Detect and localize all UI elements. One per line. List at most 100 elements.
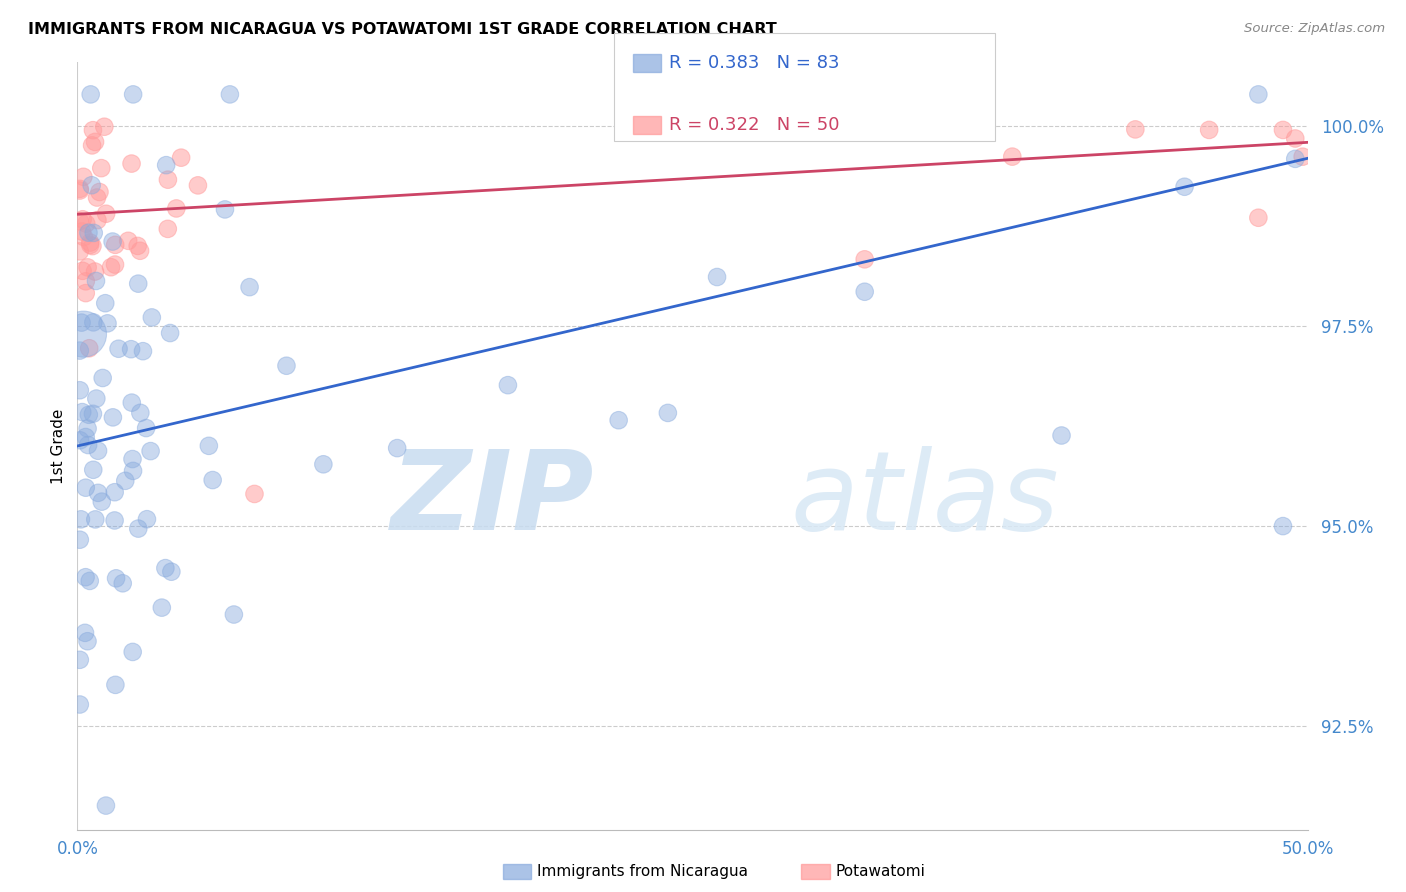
Point [87, 485, 110, 500]
Point [69, 533, 91, 547]
Point [607, 413, 630, 427]
Point [127, 522, 149, 536]
Point [198, 439, 221, 453]
Point [94, 798, 117, 813]
Point [706, 270, 728, 285]
Point [129, 244, 152, 258]
Point [156, 172, 179, 186]
Point [72, 264, 94, 278]
Point [1284, 131, 1306, 145]
Point [107, 342, 129, 356]
Text: Potawatomi: Potawatomi [835, 864, 925, 879]
Point [1001, 150, 1024, 164]
Point [853, 252, 876, 267]
Point [72, 212, 94, 227]
Point [69, 244, 91, 259]
Point [70, 405, 93, 419]
Point [136, 512, 159, 526]
Point [86, 213, 108, 227]
Point [1284, 152, 1306, 166]
Text: atlas: atlas [792, 446, 1060, 553]
Point [75, 286, 97, 301]
Point [80, 178, 103, 193]
Point [77, 438, 100, 452]
Point [90, 494, 112, 508]
Point [82, 463, 104, 477]
Point [121, 452, 143, 467]
Point [1247, 87, 1270, 102]
Point [121, 156, 143, 170]
Point [94, 296, 117, 310]
Point [156, 222, 179, 236]
Point [1174, 179, 1197, 194]
Point [239, 280, 262, 294]
Point [104, 237, 127, 252]
Point [117, 234, 139, 248]
Point [121, 395, 143, 409]
Point [170, 151, 193, 165]
Point [122, 464, 145, 478]
Point [89, 185, 111, 199]
Text: Immigrants from Nicaragua: Immigrants from Nicaragua [537, 864, 748, 879]
Point [141, 310, 163, 325]
Point [82, 315, 104, 329]
Point [657, 406, 679, 420]
Point [214, 202, 236, 217]
Point [1247, 211, 1270, 225]
Text: IMMIGRANTS FROM NICARAGUA VS POTAWATOMI 1ST GRADE CORRELATION CHART: IMMIGRANTS FROM NICARAGUA VS POTAWATOMI … [28, 22, 778, 37]
Point [853, 285, 876, 299]
Point [70, 224, 93, 238]
Point [73, 625, 96, 640]
Point [122, 87, 145, 102]
Point [72, 169, 94, 184]
Point [104, 258, 127, 272]
Point [76, 260, 98, 275]
Y-axis label: 1st Grade: 1st Grade [51, 409, 66, 483]
Point [150, 600, 173, 615]
Point [72, 327, 94, 342]
Point [1198, 123, 1220, 137]
Point [79, 574, 101, 588]
Point [1050, 428, 1073, 442]
Point [75, 274, 97, 288]
Point [121, 645, 143, 659]
Point [201, 473, 224, 487]
Point [120, 342, 142, 356]
Point [82, 239, 104, 253]
Point [77, 226, 100, 240]
Point [755, 88, 778, 103]
Point [1272, 123, 1295, 137]
Text: ZIP: ZIP [391, 446, 595, 553]
Point [75, 570, 97, 584]
Point [83, 226, 105, 240]
Point [69, 384, 91, 398]
Text: R = 0.322   N = 50: R = 0.322 N = 50 [669, 116, 839, 134]
Point [79, 87, 101, 102]
Point [90, 161, 112, 176]
Point [1125, 122, 1147, 136]
Point [496, 378, 519, 392]
Point [104, 513, 127, 527]
Point [69, 182, 91, 196]
Point [132, 344, 155, 359]
Point [70, 316, 93, 330]
Point [79, 237, 101, 252]
Point [84, 264, 107, 278]
Point [86, 392, 108, 406]
Point [84, 512, 107, 526]
Point [73, 230, 96, 244]
Point [105, 571, 128, 585]
Point [94, 207, 117, 221]
Point [75, 217, 97, 231]
Point [111, 576, 134, 591]
Point [114, 474, 136, 488]
Point [187, 178, 209, 193]
Point [87, 443, 110, 458]
Point [84, 135, 107, 149]
Point [222, 607, 245, 622]
Point [69, 214, 91, 228]
Point [243, 487, 266, 501]
Text: Source: ZipAtlas.com: Source: ZipAtlas.com [1244, 22, 1385, 36]
Point [80, 138, 103, 153]
Point [96, 317, 118, 331]
